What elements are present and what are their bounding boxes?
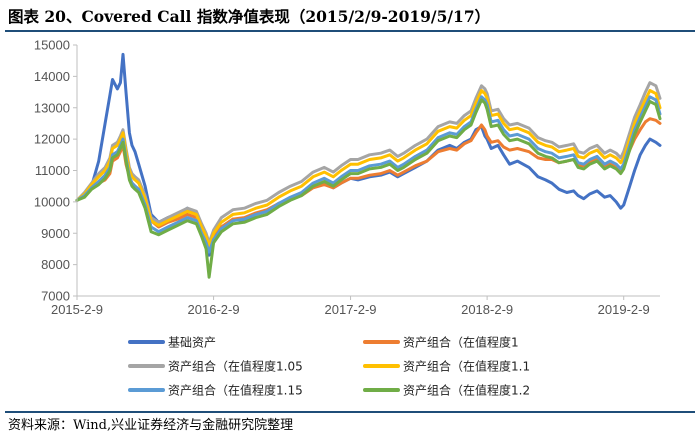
series-lines: [75, 52, 662, 279]
x-tick-label: 2019-2-9: [598, 302, 650, 317]
title-rule: [5, 30, 695, 32]
y-tick-label: 8000: [41, 257, 70, 272]
figure-title: 图表 20、Covered Call 指数净值表现（2015/2/9-2019/…: [8, 7, 491, 26]
legend-label-2: 资产组合（在值程度1: [403, 335, 519, 350]
legend-label-1: 基础资产: [168, 336, 216, 350]
legend: 基础资产 资产组合（在值程度1 资产组合（在值程度1.05 资产组合（在值程度1.1 资…: [128, 335, 530, 398]
source-note: 资料来源：Wind,兴业证券经济与金融研究院整理: [8, 418, 294, 433]
axes: 7000 8000 9000 10000 11000 12000 13000 14000 150…: [34, 38, 660, 317]
legend-label-4: 资产组合（在值程度1.1: [403, 359, 530, 374]
series-line-5: [75, 95, 662, 254]
y-tick-label: 13000: [34, 100, 70, 115]
source-rule: [5, 411, 695, 413]
y-tick-label: 15000: [34, 38, 70, 53]
y-tick-label: 11000: [35, 163, 70, 178]
series-line-1: [75, 52, 662, 257]
x-tick-label: 2015-2-9: [51, 302, 103, 317]
x-tick-label: 2017-2-9: [325, 302, 377, 317]
x-tick-label: 2016-2-9: [188, 302, 240, 317]
legend-label-3: 资产组合（在值程度1.05: [168, 359, 303, 374]
y-tick-label: 14000: [34, 69, 70, 84]
legend-label-6: 资产组合（在值程度1.2: [403, 383, 530, 398]
y-tick-label: 9000: [41, 226, 70, 241]
y-tick-label: 7000: [41, 289, 70, 304]
y-tick-label: 10000: [34, 194, 70, 209]
series-line-4: [75, 89, 662, 248]
legend-label-5: 资产组合（在值程度1.15: [168, 383, 303, 398]
series-line-3: [75, 81, 662, 245]
y-tick-label: 12000: [34, 132, 70, 147]
series-line-6: [75, 98, 662, 279]
x-tick-label: 2018-2-9: [461, 302, 513, 317]
